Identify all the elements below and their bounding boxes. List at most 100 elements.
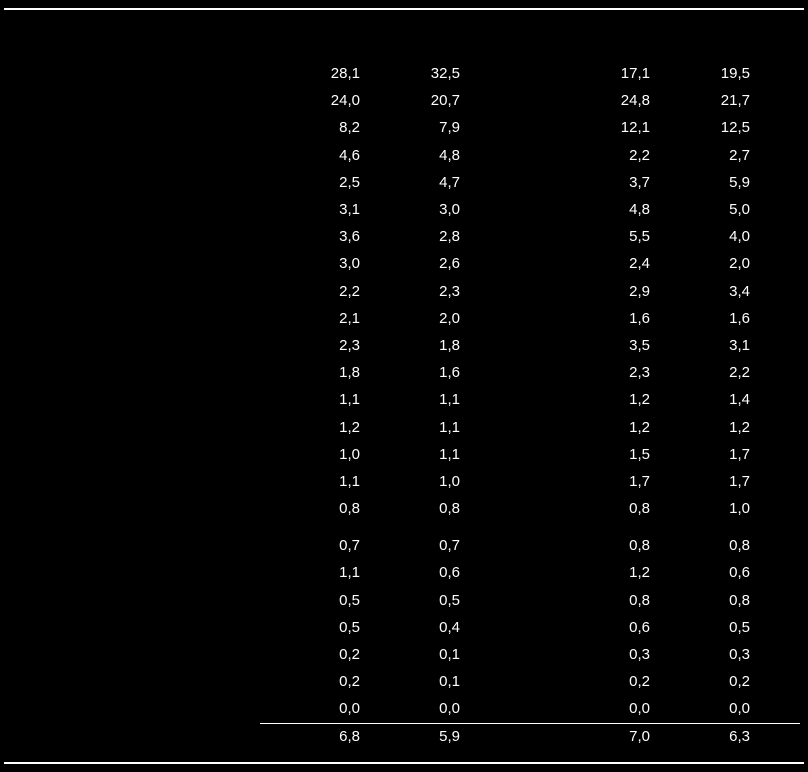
cell-d: 21,7 [650,93,750,108]
table-row: 0,70,70,80,8 [260,532,800,559]
cell-b: 2,3 [360,284,460,299]
table-row: 1,81,6 2,32,2 [260,359,800,386]
cell-d: 2,0 [650,256,750,271]
cell-a: 1,1 [260,474,360,489]
cell-c: 0,3 [550,647,650,662]
table-row: 3,02,6 2,42,0 [260,250,800,277]
cell-d: 19,5 [650,66,750,81]
cell-c: 0,2 [550,674,650,689]
cell-a: 28,1 [260,66,360,81]
cell-c: 0,8 [550,593,650,608]
cell-b: 2,6 [360,256,460,271]
cell-a: 1,1 [260,565,360,580]
cell-a: 0,2 [260,674,360,689]
cell-b: 1,1 [360,392,460,407]
cell-a: 1,1 [260,392,360,407]
cell-d: 6,3 [650,729,750,744]
cell-c: 0,8 [550,501,650,516]
table-row: 1,21,11,21,2 [260,413,800,440]
table-row: 2,31,83,53,1 [260,332,800,359]
cell-d: 1,7 [650,447,750,462]
table-row: 1,01,11,51,7 [260,441,800,468]
cell-d: 1,0 [650,501,750,516]
cell-b: 7,9 [360,120,460,135]
cell-a: 4,6 [260,148,360,163]
cell-c: 2,3 [550,365,650,380]
cell-d: 0,5 [650,620,750,635]
table-row: 1,10,61,20,6 [260,559,800,586]
cell-b: 0,8 [360,501,460,516]
cell-c: 3,7 [550,175,650,190]
table-row: 6,85,97,06,3 [260,723,800,750]
table-row: 0,50,40,60,5 [260,614,800,641]
cell-a: 0,5 [260,593,360,608]
cell-d: 0,2 [650,674,750,689]
cell-c: 1,6 [550,311,650,326]
cell-d: 0,8 [650,593,750,608]
cell-d: 5,0 [650,202,750,217]
cell-d: 4,0 [650,229,750,244]
table-row: 1,11,01,71,7 [260,468,800,495]
table-row: 0,80,80,81,0 [260,495,800,522]
cell-c: 12,1 [550,120,650,135]
cell-b: 0,6 [360,565,460,580]
cell-a: 24,0 [260,93,360,108]
cell-d: 5,9 [650,175,750,190]
cell-b: 0,0 [360,701,460,716]
cell-b: 32,5 [360,66,460,81]
cell-d: 1,4 [650,392,750,407]
cell-c: 2,4 [550,256,650,271]
table-row: 28,132,517,119,5 [260,60,800,87]
cell-b: 1,8 [360,338,460,353]
cell-b: 3,0 [360,202,460,217]
cell-b: 4,7 [360,175,460,190]
cell-a: 3,1 [260,202,360,217]
cell-a: 1,2 [260,420,360,435]
table-row: 0,20,10,20,2 [260,668,800,695]
cell-d: 2,7 [650,148,750,163]
cell-a: 0,8 [260,501,360,516]
cell-c: 1,5 [550,447,650,462]
table-row: 0,20,1 0,30,3 [260,641,800,668]
table-row: 3,62,85,54,0 [260,223,800,250]
cell-c: 0,8 [550,538,650,553]
cell-c: 1,2 [550,565,650,580]
table-row: 0,00,00,00,0 [260,695,800,722]
cell-d: 12,5 [650,120,750,135]
cell-b: 0,5 [360,593,460,608]
cell-a: 0,2 [260,647,360,662]
cell-c: 0,6 [550,620,650,635]
cell-c: 5,5 [550,229,650,244]
cell-a: 1,8 [260,365,360,380]
cell-b: 0,4 [360,620,460,635]
cell-d: 3,1 [650,338,750,353]
cell-c: 7,0 [550,729,650,744]
table-row: 3,13,0 4,85,0 [260,196,800,223]
data-table: 28,132,517,119,524,020,724,821,78,27,912… [260,60,800,750]
cell-d: 3,4 [650,284,750,299]
cell-d: 0,8 [650,538,750,553]
cell-c: 1,2 [550,392,650,407]
table-row: 2,54,73,75,9 [260,169,800,196]
cell-d: 0,3 [650,647,750,662]
cell-c: 1,2 [550,420,650,435]
cell-c: 2,9 [550,284,650,299]
cell-b: 4,8 [360,148,460,163]
cell-d: 0,0 [650,701,750,716]
table-row: 4,64,8 2,22,7 [260,142,800,169]
cell-b: 0,1 [360,647,460,662]
cell-c: 3,5 [550,338,650,353]
cell-a: 0,7 [260,538,360,553]
cell-b: 1,6 [360,365,460,380]
cell-c: 4,8 [550,202,650,217]
cell-d: 2,2 [650,365,750,380]
cell-d: 1,7 [650,474,750,489]
cell-a: 3,0 [260,256,360,271]
cell-d: 1,6 [650,311,750,326]
cell-a: 0,0 [260,701,360,716]
cell-b: 1,1 [360,447,460,462]
cell-a: 0,5 [260,620,360,635]
cell-b: 1,0 [360,474,460,489]
cell-c: 2,2 [550,148,650,163]
cell-a: 2,2 [260,284,360,299]
